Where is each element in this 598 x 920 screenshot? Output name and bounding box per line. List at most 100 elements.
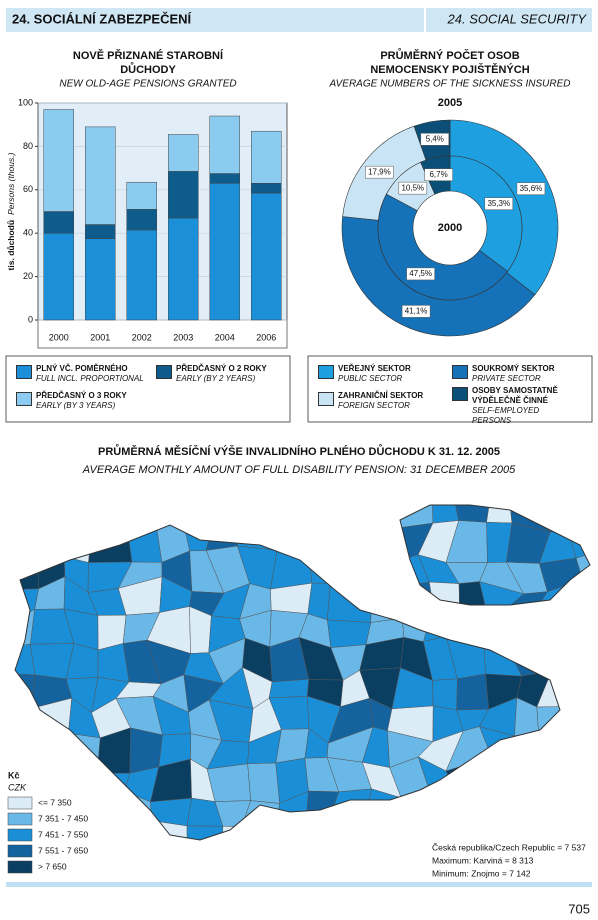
- bar-segment: [43, 109, 74, 212]
- map-region: [537, 800, 578, 828]
- y-tick-label: 40: [23, 228, 33, 238]
- legend-item: PLNÝ VČ. POMĚRNÉHO FULL INCL. PROPORTIONA…: [16, 364, 144, 384]
- map-outline: [14, 504, 591, 841]
- map-region: [38, 726, 69, 766]
- map-region: [241, 505, 279, 526]
- map-region: [60, 762, 101, 802]
- map-region: [297, 817, 342, 840]
- legend-label-en: PRIVATE SECTOR: [472, 374, 541, 383]
- legend-swatch: [16, 365, 32, 379]
- header-bar: [6, 8, 592, 32]
- bar-segment: [168, 217, 199, 321]
- legend-item: PŘEDČASNÝ O 3 ROKY EARLY (BY 3 YEARS): [16, 391, 144, 411]
- map-unit-en: CZK: [8, 782, 27, 792]
- legend-label-en: EARLY (BY 2 YEARS): [176, 374, 256, 383]
- map-region: [327, 619, 372, 648]
- legend-swatch: [318, 365, 334, 379]
- map-note: Maximum: Karviná = 8 313: [432, 855, 534, 865]
- map-region: [125, 848, 164, 888]
- page-number: 705: [568, 901, 590, 916]
- map-region: [456, 673, 489, 711]
- map-region: [452, 789, 480, 819]
- map-region: [371, 549, 393, 588]
- legend-text: SOUKROMÝ SEKTOR PRIVATE SECTOR: [472, 364, 580, 384]
- bar-segment: [251, 183, 282, 194]
- legend-label: SOUKROMÝ SEKTOR: [472, 364, 555, 373]
- map-region: [483, 607, 511, 654]
- legend-label: VEŘEJNÝ SEKTOR: [338, 364, 411, 373]
- map-region: [38, 762, 69, 802]
- map-region: [68, 733, 101, 774]
- value-label: 35,3%: [487, 199, 510, 208]
- map-region: [275, 728, 310, 764]
- value-label-box: [484, 197, 514, 210]
- header-title-en: 24. SOCIAL SECURITY: [447, 11, 588, 26]
- map-region: [182, 505, 213, 524]
- map-region: [312, 505, 342, 528]
- legend-swatch: [156, 365, 172, 379]
- map-region: [476, 756, 521, 791]
- value-label-box: [420, 133, 450, 146]
- legend-label-en: FULL INCL. PROPORTIONAL: [36, 374, 144, 383]
- bar-segment: [85, 238, 116, 321]
- y-tick-label: 20: [23, 271, 33, 281]
- x-tick-label: 2006: [256, 332, 276, 342]
- value-label: 35,6%: [520, 184, 543, 193]
- map-region: [367, 505, 398, 529]
- bar-segment: [85, 224, 116, 239]
- map-region: [30, 505, 73, 520]
- y-tick-label: 60: [23, 184, 33, 194]
- map-region: [94, 791, 129, 831]
- y-tick-label: 80: [23, 141, 33, 151]
- map-region: [538, 729, 581, 773]
- map-region: [270, 549, 313, 590]
- donut-segment: [449, 155, 523, 272]
- value-label-box: [365, 165, 394, 179]
- map-region: [390, 849, 430, 883]
- value-label-box: [424, 168, 453, 181]
- map-region: [237, 519, 278, 551]
- map-region: [187, 856, 222, 892]
- map-region: [400, 794, 432, 828]
- map-region: [432, 678, 458, 711]
- map-region: [367, 525, 396, 563]
- value-label-box: [398, 181, 428, 195]
- map-region: [268, 679, 310, 699]
- map-region: [422, 794, 461, 823]
- legend-text: OSOBY SAMOSTATNĚ VÝDĚLEČNĚ ČINNÉ SELF-EMP…: [472, 386, 580, 426]
- map-region: [276, 519, 313, 556]
- map-region: [506, 607, 551, 653]
- map-legend-swatch: [7, 828, 33, 842]
- map-region: [514, 731, 544, 773]
- map-region: [573, 650, 590, 675]
- legend-label: ZAHRANIČNÍ SEKTOR: [338, 391, 424, 400]
- map-region: [572, 800, 590, 832]
- series-label: 2005: [438, 97, 462, 109]
- map-region: [129, 727, 163, 774]
- bar-segment: [209, 173, 240, 184]
- legend-label: OSOBY SAMOSTATNĚ VÝDĚLEČNĚ ČINNÉ: [472, 386, 558, 405]
- value-label-box: [406, 267, 435, 281]
- map-region: [567, 605, 590, 652]
- bar-segment: [168, 134, 199, 172]
- map-note: Česká republika/Czech Republic = 7 537: [432, 842, 586, 852]
- map-region: [309, 549, 339, 584]
- legend-swatch: [452, 365, 468, 379]
- x-tick-label: 2003: [173, 332, 193, 342]
- legend-swatch: [16, 392, 32, 406]
- bar-segment: [168, 171, 199, 219]
- x-tick-label: 2004: [215, 332, 235, 342]
- map-region: [15, 519, 38, 551]
- value-label: 41,1%: [405, 306, 428, 315]
- map-region: [247, 762, 280, 804]
- map-legend-swatch: [7, 844, 33, 858]
- map-region: [509, 786, 547, 828]
- map-region: [67, 856, 100, 886]
- legend-box: [307, 355, 593, 423]
- map-region: [567, 578, 590, 624]
- footer-bar: [6, 882, 592, 887]
- legend-item: VEŘEJNÝ SEKTOR PUBLIC SECTOR: [318, 364, 446, 384]
- map-region: [94, 820, 129, 840]
- map-region: [216, 851, 253, 887]
